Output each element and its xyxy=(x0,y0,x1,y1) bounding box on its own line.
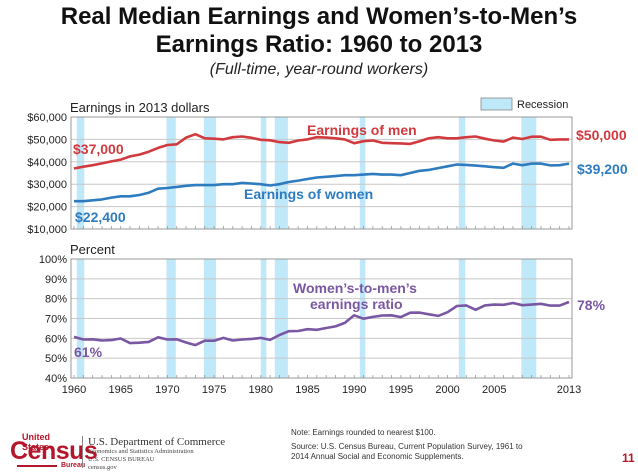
x-tick-label: 1985 xyxy=(295,384,319,396)
ratio-series-label-line2: earnings ratio xyxy=(310,296,403,312)
ratio-plot-frame xyxy=(70,258,573,379)
y-tick-label: $60,000 xyxy=(27,112,67,124)
y-tick-label: 80% xyxy=(45,294,67,306)
recession-band xyxy=(260,117,267,229)
y-tick-label: 50% xyxy=(45,353,67,365)
dept-website: census.gov xyxy=(88,464,117,471)
earnings-axis-title: Earnings in 2013 dollars xyxy=(70,100,210,115)
men-end-label: $50,000 xyxy=(576,127,627,143)
y-tick-label: $30,000 xyxy=(27,179,67,191)
logo-census: Census xyxy=(10,437,98,465)
x-tick-label: 1990 xyxy=(342,384,366,396)
chart-subtitle: (Full-time, year-round workers) xyxy=(209,61,429,78)
x-tick-label: 1975 xyxy=(202,384,226,396)
x-tick-label: 1965 xyxy=(108,384,132,396)
title-line-1: Real Median Earnings and Women’s-to-Men’… xyxy=(60,3,578,30)
department-block: U.S. Department of Commerce Economics an… xyxy=(88,436,225,472)
dept-bureau: U.S. CENSUS BUREAU xyxy=(88,456,155,463)
men-series-label: Earnings of men xyxy=(307,122,417,138)
x-tick-label: 1980 xyxy=(249,384,273,396)
x-tick-label: 2013 xyxy=(557,384,581,396)
recession-legend: Recession xyxy=(480,97,568,111)
recession-band xyxy=(359,117,366,229)
ratio-series-label-line1: Women’s-to-men’s xyxy=(293,280,417,296)
men-start-label: $37,000 xyxy=(73,141,124,157)
ratio-x-tick-labels: 1960 1965 1970 1975 1980 1985 1990 1995 2000 2005… xyxy=(62,384,581,396)
earnings-panel: $10,000 $20,000 $30,000 $40,000 $50,000 $60,0… xyxy=(27,97,628,236)
chart-svg: $10,000 $20,000 $30,000 $40,000 $50,000 $60,0… xyxy=(27,97,628,396)
ratio-y-tick-labels: 40% 50% 60% 70% 80% 90% 100% xyxy=(39,254,67,385)
women-end-label: $39,200 xyxy=(577,161,628,177)
earnings-y-tick-labels: $10,000 $20,000 $30,000 $40,000 $50,000 $60,0… xyxy=(27,112,67,236)
source-note: Source: U.S. Census Bureau, Current Popu… xyxy=(291,442,523,461)
y-tick-label: $20,000 xyxy=(27,202,67,214)
women-start-label: $22,400 xyxy=(75,209,126,225)
x-tick-label: 2005 xyxy=(482,384,506,396)
y-tick-label: $10,000 xyxy=(27,224,67,236)
ratio-end-label: 78% xyxy=(577,297,606,313)
recession-band xyxy=(458,117,466,229)
recession-legend-swatch xyxy=(480,97,513,111)
y-tick-label: 60% xyxy=(45,333,67,345)
earnings-ratio-line xyxy=(73,300,570,347)
y-tick-label: 100% xyxy=(39,254,67,266)
women-earnings-line xyxy=(74,162,570,203)
recession-legend-label: Recession xyxy=(517,99,568,111)
ratio-panel: 40%50%60%70%80%90%100% 1960 1965 1970 1975 1… xyxy=(39,242,606,396)
x-tick-label: 1995 xyxy=(389,384,413,396)
dept-admin: Economics and Statistics Administration xyxy=(88,448,194,455)
earnings-series-lines xyxy=(73,132,570,203)
recession-band xyxy=(521,117,537,229)
x-tick-label: 1960 xyxy=(62,384,86,396)
chart-title: Real Median Earnings and Women’s-to-Men’… xyxy=(0,3,638,59)
y-tick-label: $50,000 xyxy=(27,134,67,146)
recession-band xyxy=(166,117,176,229)
x-tick-label: 1970 xyxy=(155,384,179,396)
recession-band xyxy=(203,117,216,229)
recession-band xyxy=(76,117,85,229)
ratio-series-line xyxy=(73,300,570,347)
y-tick-label: 70% xyxy=(45,314,67,326)
ratio-axis-title: Percent xyxy=(70,242,115,257)
earnings-plot-frame xyxy=(70,116,573,230)
title-line-2: Earnings Ratio: 1960 to 2013 xyxy=(155,31,483,58)
recession-band xyxy=(274,117,288,229)
dept-name: U.S. Department of Commerce xyxy=(88,436,226,448)
ratio-start-label: 61% xyxy=(74,344,103,360)
women-series-label: Earnings of women xyxy=(244,186,373,202)
census-logo[interactable]: United States Census Bureau xyxy=(8,432,98,472)
ratio-gridlines xyxy=(71,258,572,379)
logo-underline xyxy=(17,465,57,467)
logo-united-states: United States xyxy=(22,432,50,452)
men-earnings-line xyxy=(73,132,569,170)
footnote: Note: Earnings rounded to nearest $100. xyxy=(291,428,436,437)
y-tick-label: 90% xyxy=(45,274,67,286)
y-tick-label: $40,000 xyxy=(27,157,67,169)
y-tick-label: 40% xyxy=(45,373,67,385)
logo-bureau: Bureau xyxy=(61,462,86,469)
page-number: 11 xyxy=(622,451,635,465)
earnings-recession-bands xyxy=(76,117,537,229)
x-tick-label: 2000 xyxy=(435,384,459,396)
logo-divider xyxy=(82,436,83,468)
